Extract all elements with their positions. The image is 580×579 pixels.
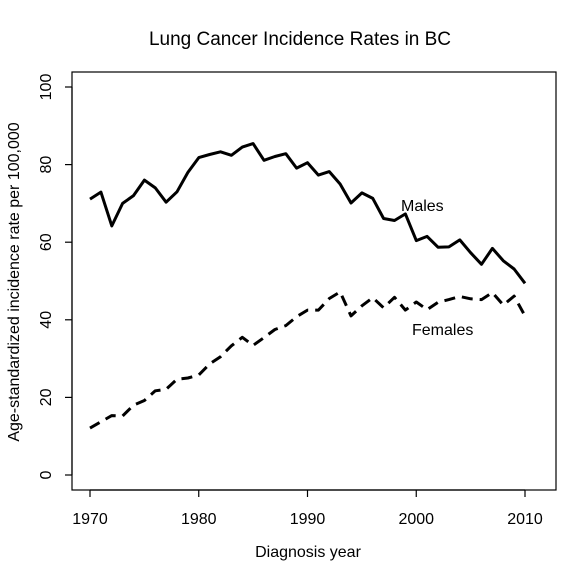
x-tick-label: 1990 — [290, 511, 326, 528]
y-tick-label: 40 — [38, 311, 55, 329]
x-tick-label: 1980 — [181, 511, 217, 528]
y-tick-label: 100 — [38, 74, 55, 101]
x-tick-label: 2000 — [398, 511, 434, 528]
x-axis: 1970 1980 1990 2000 2010 — [72, 489, 543, 528]
x-axis-label: Diagnosis year — [255, 544, 362, 561]
series-line-females — [89, 290, 527, 430]
y-tick-label: 80 — [38, 156, 55, 174]
series-label-females: Females — [412, 322, 473, 339]
plot-frame — [71, 71, 557, 491]
x-tick-label: 1970 — [72, 511, 108, 528]
y-axis: 0 20 40 60 80 100 — [38, 74, 73, 479]
y-tick-label: 60 — [38, 233, 55, 251]
y-tick-label: 0 — [38, 470, 55, 479]
y-axis-label: Age-standardized incidence rate per 100,… — [6, 122, 23, 441]
series-group — [89, 142, 527, 430]
y-tick-label: 20 — [38, 388, 55, 406]
x-tick-label: 2010 — [507, 511, 543, 528]
chart-title: Lung Cancer Incidence Rates in BC — [149, 29, 451, 50]
series-line-males — [89, 142, 527, 285]
series-label-males: Males — [401, 198, 444, 215]
